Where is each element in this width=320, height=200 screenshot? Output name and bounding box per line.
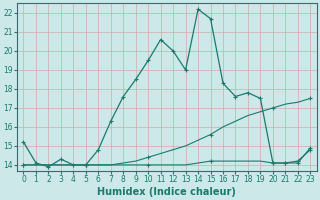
X-axis label: Humidex (Indice chaleur): Humidex (Indice chaleur) xyxy=(98,187,236,197)
